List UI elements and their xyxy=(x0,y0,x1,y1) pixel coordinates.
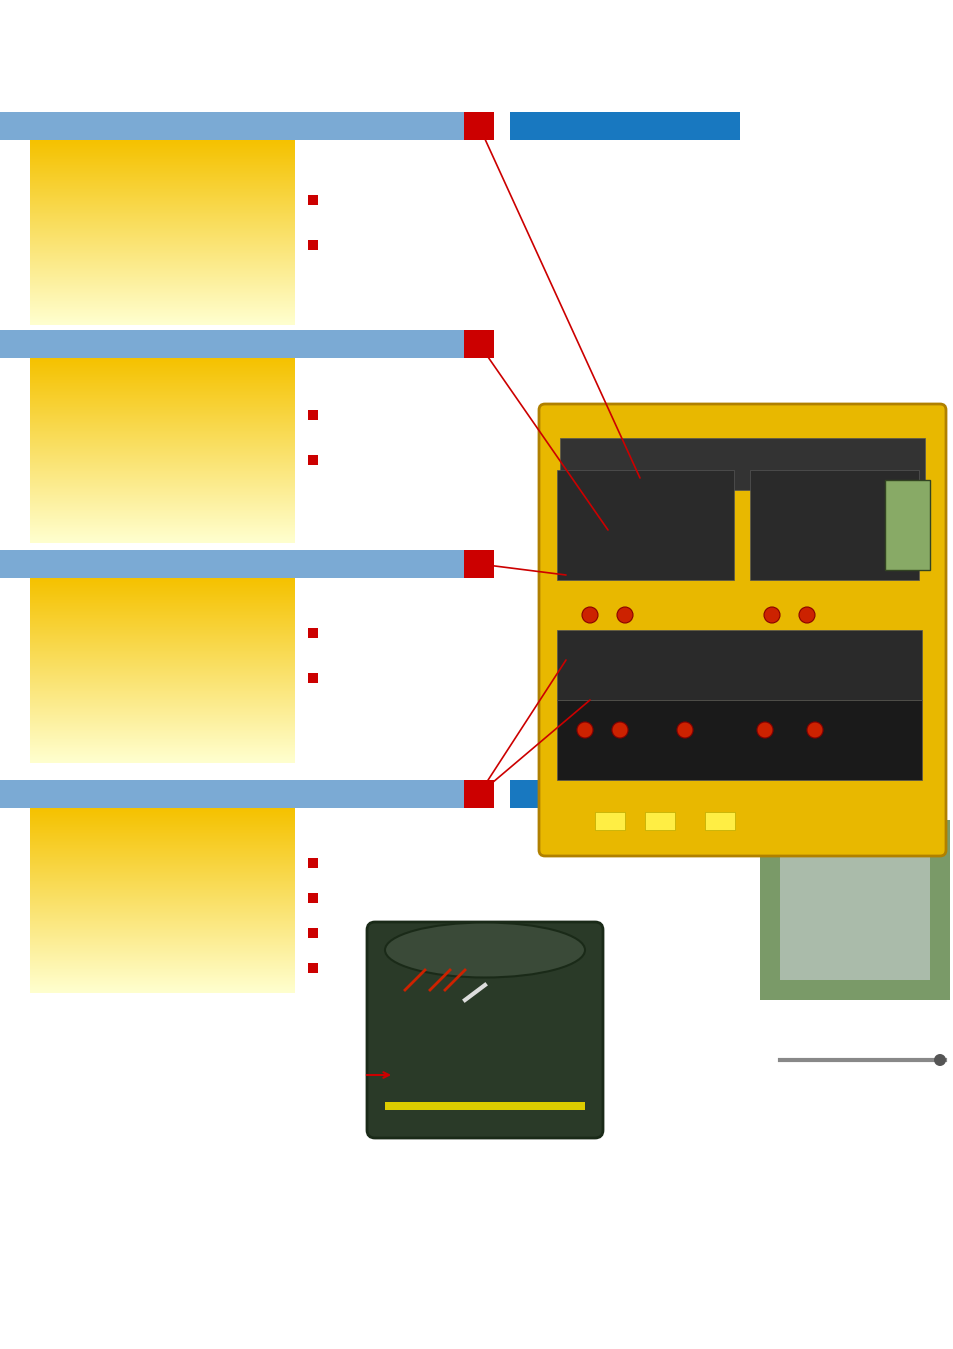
FancyBboxPatch shape xyxy=(367,921,602,1139)
FancyBboxPatch shape xyxy=(538,403,945,857)
Bar xyxy=(308,196,317,205)
Bar xyxy=(557,630,921,700)
Bar xyxy=(463,331,494,357)
Circle shape xyxy=(799,607,814,623)
Bar xyxy=(557,700,921,780)
Bar xyxy=(463,780,494,808)
Bar xyxy=(884,480,929,571)
Bar xyxy=(308,673,317,683)
Circle shape xyxy=(617,607,633,623)
Bar xyxy=(0,331,463,357)
Bar xyxy=(308,963,317,973)
Bar xyxy=(704,812,734,830)
Circle shape xyxy=(933,1054,945,1066)
Bar xyxy=(308,928,317,938)
Bar xyxy=(308,858,317,867)
Bar xyxy=(510,780,740,808)
Bar xyxy=(308,893,317,902)
Bar xyxy=(385,1102,584,1110)
Bar xyxy=(595,812,624,830)
Bar xyxy=(308,629,317,638)
Bar xyxy=(644,812,675,830)
Bar xyxy=(308,410,317,420)
Bar xyxy=(463,550,494,577)
Circle shape xyxy=(806,722,822,738)
Circle shape xyxy=(677,722,692,738)
Bar xyxy=(557,469,733,580)
Circle shape xyxy=(612,722,627,738)
Bar xyxy=(510,112,740,140)
Bar xyxy=(559,438,924,490)
Bar xyxy=(769,1020,953,1099)
Circle shape xyxy=(757,722,772,738)
Bar xyxy=(0,550,463,577)
Circle shape xyxy=(763,607,780,623)
Bar xyxy=(308,240,317,250)
Circle shape xyxy=(581,607,598,623)
Circle shape xyxy=(577,722,593,738)
Bar xyxy=(760,820,949,1000)
Bar xyxy=(749,469,918,580)
Bar xyxy=(308,455,317,465)
Ellipse shape xyxy=(385,923,584,978)
Bar xyxy=(0,780,463,808)
Bar xyxy=(780,840,929,979)
Bar xyxy=(0,112,463,140)
Bar xyxy=(463,112,494,140)
